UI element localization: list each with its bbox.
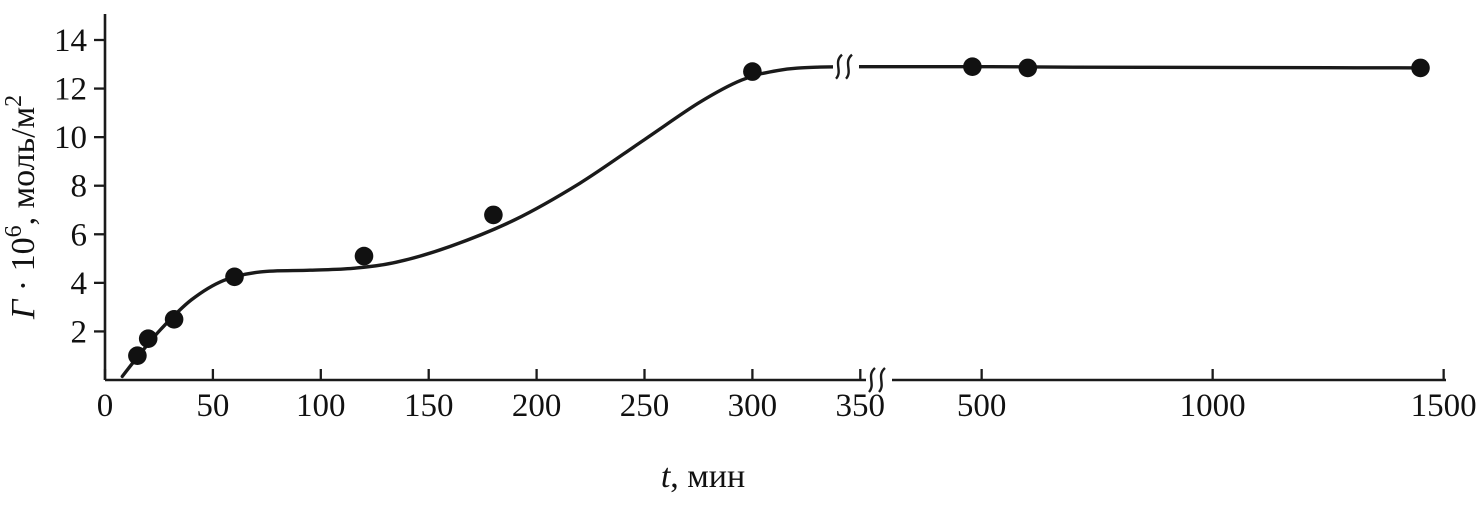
x-tick-label: 1500 bbox=[1411, 388, 1477, 424]
x-tick-label: 200 bbox=[512, 388, 562, 424]
data-point bbox=[484, 205, 503, 225]
y-tick-label: 12 bbox=[54, 72, 87, 108]
x-tick-label: 300 bbox=[728, 388, 778, 424]
data-point bbox=[138, 329, 158, 349]
y-tick-label: 2 bbox=[71, 314, 88, 350]
data-point bbox=[1018, 58, 1038, 78]
data-point bbox=[354, 246, 374, 266]
data-point bbox=[128, 346, 147, 366]
data-point bbox=[1411, 58, 1430, 78]
y-tick-label: 6 bbox=[71, 217, 88, 253]
data-point bbox=[963, 57, 982, 76]
y-tick-label: 8 bbox=[71, 169, 88, 205]
x-tick-label: 50 bbox=[196, 388, 229, 424]
x-tick-label: 0 bbox=[97, 388, 114, 424]
x-tick-label: 500 bbox=[957, 388, 1007, 424]
x-axis-break-gap bbox=[866, 371, 892, 389]
data-point bbox=[164, 310, 184, 329]
x-axis-break-mark bbox=[868, 367, 876, 393]
data-point bbox=[225, 267, 244, 287]
y-tick-label: 14 bbox=[54, 23, 87, 59]
x-tick-label: 250 bbox=[620, 388, 670, 424]
x-tick-label: 350 bbox=[836, 388, 886, 424]
x-axis-break-mark bbox=[878, 367, 886, 393]
curve-break-mark bbox=[835, 53, 843, 80]
x-axis-label: t, мин bbox=[661, 458, 745, 495]
fit-curve bbox=[120, 64, 1427, 379]
x-tick-label: 1000 bbox=[1180, 388, 1246, 424]
y-axis-label: Γ · 106, моль/м2 bbox=[1, 95, 42, 320]
x-tick-label: 100 bbox=[296, 388, 346, 424]
data-point bbox=[743, 62, 762, 81]
x-tick-label: 150 bbox=[404, 388, 454, 424]
y-tick-label: 4 bbox=[71, 266, 88, 302]
curve-break-mark bbox=[845, 53, 853, 80]
y-tick-label: 10 bbox=[54, 120, 87, 156]
